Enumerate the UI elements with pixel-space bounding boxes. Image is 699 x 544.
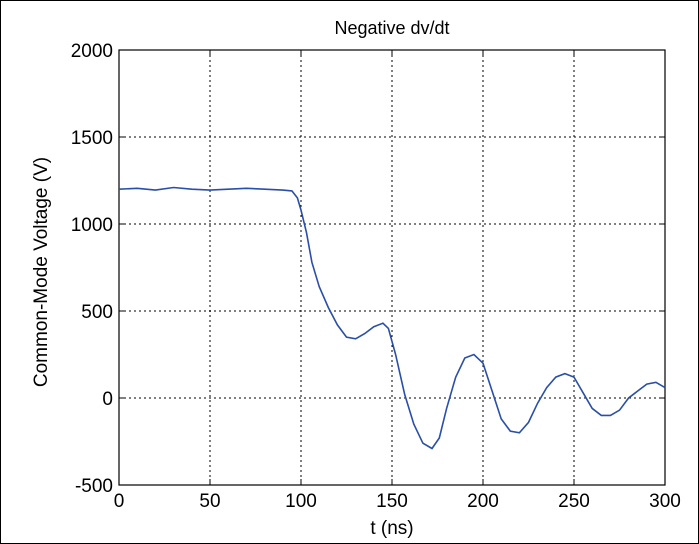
x-tick-label: 300	[649, 491, 681, 512]
y-tick-label: 1000	[71, 215, 113, 236]
y-tick-label: 2000	[71, 41, 113, 62]
y-tick-label: 0	[102, 389, 113, 410]
axis-ticks	[118, 49, 666, 486]
y-tick-label: 500	[81, 302, 113, 323]
x-tick-label: 0	[114, 491, 125, 512]
y-tick-label: -500	[75, 476, 113, 497]
y-axis-label: Common-Mode Voltage (V)	[31, 157, 52, 387]
x-tick-label: 150	[376, 491, 408, 512]
x-tick-label: 250	[558, 491, 590, 512]
x-axis-label: t (ns)	[370, 518, 413, 539]
grid	[119, 50, 665, 485]
x-tick-label: 200	[467, 491, 499, 512]
series-line	[118, 186, 666, 450]
y-tick-label: 1500	[71, 128, 113, 149]
x-tick-label: 50	[199, 491, 220, 512]
x-tick-label: 100	[285, 491, 317, 512]
chart-title: Negative dv/dt	[334, 18, 449, 38]
